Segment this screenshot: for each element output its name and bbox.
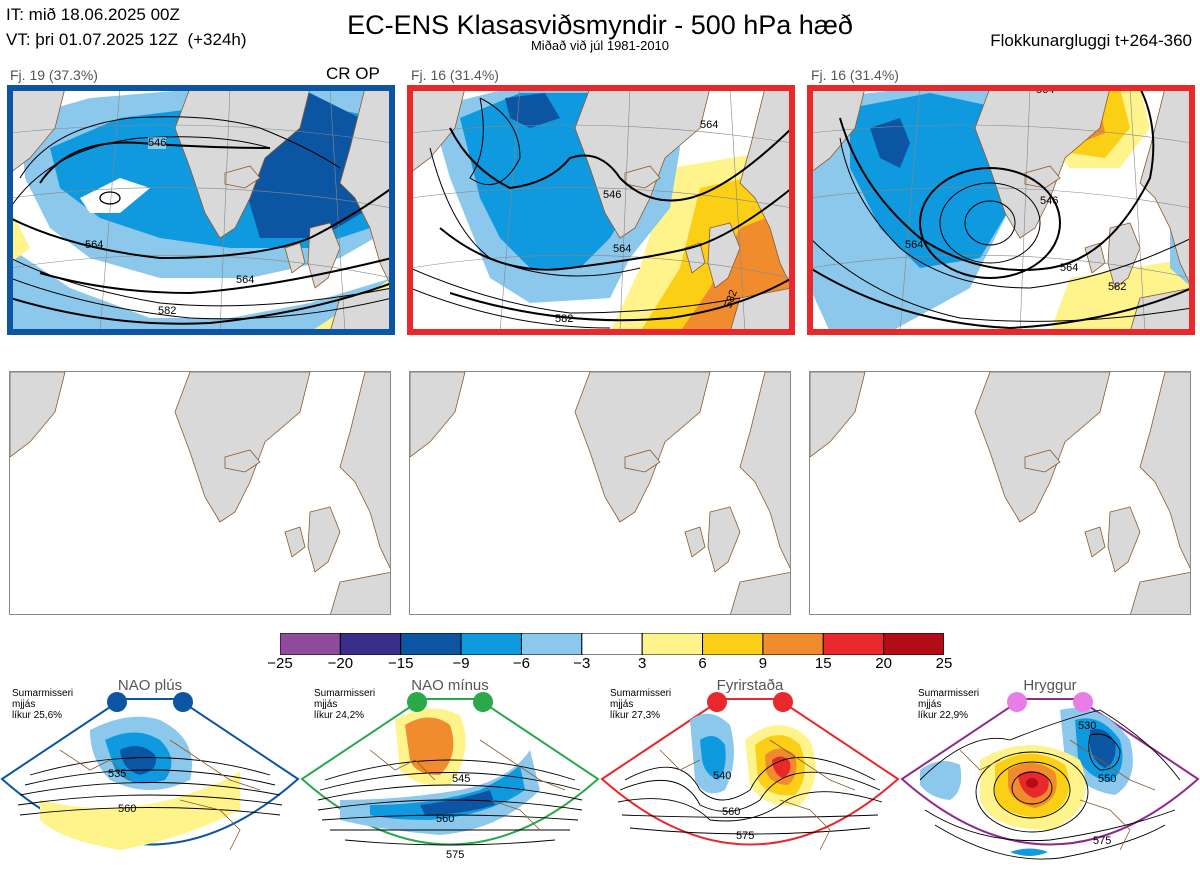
regime-nao-plus: NAO plús Sumarmisseri mjjás líkur 25,6% … (0, 677, 300, 871)
colorbar-cell (460, 633, 522, 655)
contour-label: 564 (85, 239, 104, 251)
colorbar-cell (280, 633, 341, 655)
regime-nao-minus: NAO mínus Sumarmisseri mjjás líkur 24,2%… (300, 677, 600, 871)
cluster-2-label: Fj. 16 (31.4%) (411, 67, 499, 83)
cluster-3-label: Fj. 16 (31.4%) (811, 67, 899, 83)
regime-info: Sumarmisseri mjjás líkur 27,3% (610, 688, 672, 721)
regime-name: Fyrirstaða (716, 677, 784, 694)
colorbar-cell (339, 633, 402, 655)
regime-info: Sumarmisseri mjjás líkur 25,6% (12, 688, 74, 721)
colorbar-cell (581, 633, 643, 655)
contour-label: 546 (148, 137, 167, 149)
contour-label: 575 (1093, 835, 1112, 847)
empty-map-2 (409, 371, 791, 615)
colorbar-tick-label: 15 (814, 655, 832, 672)
colorbar-tick-label: −3 (573, 655, 591, 672)
colorbar-cell (520, 633, 583, 655)
colorbar-cell (400, 633, 462, 655)
page-title: EC-ENS Klasasviðsmyndir - 500 hPa hæð (347, 10, 853, 40)
colorbar-cell (702, 633, 764, 655)
colorbar-cell (762, 633, 824, 655)
contour-label: 564 (1036, 88, 1055, 96)
contour-label: 582 (555, 313, 574, 325)
colorbar-tick-label: 25 (935, 655, 953, 672)
colorbar-tick-label: 20 (875, 655, 892, 672)
empty-map-1 (9, 371, 391, 615)
colorbar-cell (883, 633, 944, 655)
colorbar-cell (822, 633, 885, 655)
colorbar-tick-label: 3 (638, 655, 647, 672)
contour-label: 564 (1060, 262, 1079, 274)
contour-label: 564 (613, 243, 632, 255)
contour-label: 560 (722, 806, 741, 818)
contour-label: 530 (1078, 720, 1097, 732)
contour-label: 535 (108, 768, 127, 780)
contour-label: 564 (700, 119, 719, 131)
contour-label: 546 (603, 189, 622, 201)
regime-name: NAO plús (117, 677, 183, 694)
contour-label: 560 (118, 803, 137, 815)
contour-label: 560 (436, 813, 455, 825)
colorbar-tick-label: −15 (387, 655, 414, 672)
regime-info: Sumarmisseri mjjás líkur 22,9% (918, 688, 980, 721)
colorbar-cell (641, 633, 704, 655)
colorbar-tick-label: −20 (327, 655, 354, 672)
contour-label: 564 (236, 274, 255, 286)
colorbar-tick-label: −6 (512, 655, 530, 672)
contour-label: 575 (446, 849, 465, 861)
regime-name: Hryggur (1023, 677, 1077, 694)
cluster-1-tag: CR OP (326, 64, 380, 83)
contour-label: 545 (452, 773, 471, 785)
cluster-2-map: 546 564 564 582 582 (410, 88, 792, 332)
contour-label: 546 (1040, 195, 1059, 207)
cluster-1-map: 546 564 564 582 (10, 88, 392, 332)
cluster-1-label: Fj. 19 (37.3%) (10, 67, 98, 83)
valid-time: VT: þri 01.07.2025 12Z (+324h) (6, 30, 247, 49)
contour-546 (39, 141, 271, 184)
empty-map-3 (809, 371, 1191, 615)
contour-label: 582 (158, 305, 177, 317)
classification-window: Flokkunargluggi t+264-360 (990, 31, 1192, 50)
regime-ridge: Hryggur Sumarmisseri mjjás líkur 22,9% 5… (900, 677, 1200, 871)
contour-label: 540 (713, 770, 732, 782)
cluster-3-map: 546 564 564 582 564 (810, 88, 1192, 332)
colorbar-tick-label: 9 (758, 655, 768, 672)
page-subtitle: Miðað við júl 1981-2010 (530, 38, 670, 53)
contour-label: 550 (1098, 773, 1117, 785)
colorbar-tick-label: 6 (698, 655, 707, 672)
init-time: IT: mið 18.06.2025 00Z (6, 5, 180, 24)
colorbar-tick-label: −9 (452, 655, 470, 672)
regime-name: NAO mínus (411, 677, 489, 694)
regime-blocking: Fyrirstaða Sumarmisseri mjjás líkur 27,3… (600, 677, 900, 871)
contour-label: 582 (1108, 281, 1127, 293)
colorbar (280, 633, 944, 655)
colorbar-tick-label: −25 (267, 655, 293, 672)
regime-info: Sumarmisseri mjjás líkur 24,2% (314, 688, 376, 721)
contour-label: 575 (736, 830, 755, 842)
contour-label: 564 (905, 239, 924, 251)
